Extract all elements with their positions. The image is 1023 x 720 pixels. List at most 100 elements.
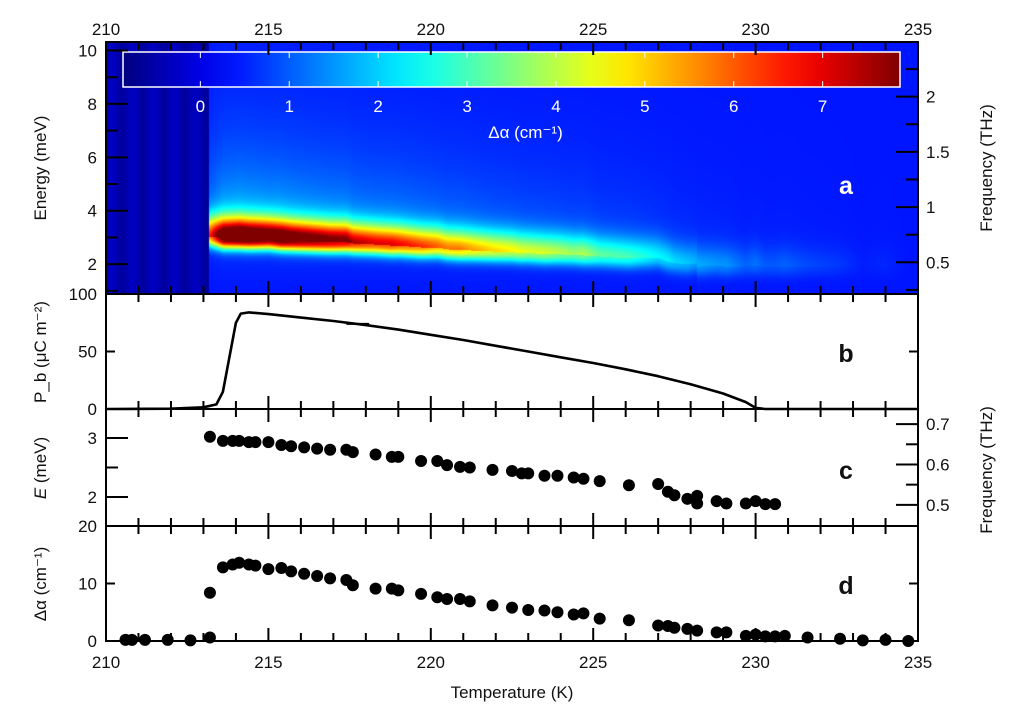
absorption-point [538, 604, 551, 617]
panel-label-b: b [838, 340, 853, 368]
absorption-point [681, 622, 694, 635]
absorption-point [879, 633, 892, 646]
y-tick-label-c: 2 [88, 488, 97, 507]
absorption-point [454, 593, 467, 606]
mode-energy-point [522, 467, 535, 480]
mode-energy-point [622, 479, 635, 492]
absorption-point [710, 626, 723, 639]
y-tick-label-d: 10 [78, 575, 97, 594]
absorption-point [431, 591, 444, 604]
absorption-point [668, 621, 681, 634]
absorption-point [778, 629, 791, 642]
mode-energy-point [769, 498, 782, 511]
absorption-point [441, 593, 454, 606]
top-x-tick-label: 220 [417, 20, 445, 39]
absorption-point [249, 559, 262, 572]
absorption-point [463, 595, 476, 608]
top-x-tick-label: 210 [92, 20, 120, 39]
absorption-point [691, 624, 704, 637]
ylabel-units: (meV) [31, 437, 50, 488]
y-tick-label-b: 50 [78, 343, 97, 362]
absorption-point [749, 628, 762, 641]
absorption-point [203, 631, 216, 644]
absorption-point [125, 633, 138, 646]
right-y-tick-label-a: 1 [926, 198, 935, 217]
absorption-point [801, 631, 814, 644]
mode-energy-point [275, 439, 288, 452]
absorption-point [369, 582, 382, 595]
colorbar-tick-label: 4 [551, 97, 560, 116]
colorbar-tick-label: 6 [729, 97, 738, 116]
top-x-tick-label: 225 [579, 20, 607, 39]
mode-energy-point [249, 436, 262, 449]
colorbar [122, 51, 901, 88]
mode-energy-point [749, 495, 762, 508]
absorption-point [138, 633, 151, 646]
absorption-point [567, 608, 580, 621]
mode-energy-point [720, 497, 733, 510]
colorbar-tick-label: 0 [196, 97, 205, 116]
mode-energy-point [298, 441, 311, 454]
x-tick-label: 215 [254, 653, 282, 672]
absorption-point [652, 619, 665, 632]
mode-energy-point [567, 471, 580, 484]
absorption-point [298, 567, 311, 580]
x-tick-label: 225 [579, 653, 607, 672]
absorption-point [902, 635, 915, 647]
mode-energy-point [668, 489, 681, 502]
y-tick-label-a: 6 [88, 148, 97, 167]
absorption-point [324, 572, 337, 585]
polarization-curve [105, 311, 918, 411]
colorbar-tick-label: 7 [818, 97, 827, 116]
absorption-point [551, 606, 564, 619]
y-tick-label-d: 0 [88, 632, 97, 651]
ylabel-symbol: E [31, 487, 50, 499]
y-tick-label-d: 20 [78, 517, 97, 536]
absorption-point [233, 556, 246, 569]
absorption-point [593, 612, 606, 625]
right-y-axis-label-frequency-c: Frequency (THz) [977, 406, 996, 534]
absorption-point [184, 634, 197, 647]
absorption-point [522, 603, 535, 616]
absorption-point [739, 629, 752, 642]
absorption-point [486, 599, 499, 612]
x-tick-label: 210 [92, 653, 120, 672]
y-tick-label-a: 8 [88, 95, 97, 114]
mode-energy-point [759, 498, 772, 511]
right-y-axis-label-frequency: Frequency (THz) [977, 104, 996, 232]
mode-energy-point [216, 434, 229, 447]
right-y-tick-label-c: 0.6 [926, 455, 950, 474]
top-x-tick-label: 215 [254, 20, 282, 39]
x-axis-label: Temperature (K) [451, 683, 574, 702]
absorption-point [392, 584, 405, 597]
absorption-point [506, 601, 518, 614]
mode-energy-point [233, 434, 246, 447]
absorption-point [311, 570, 324, 583]
panel-b-frame [105, 293, 919, 410]
y-axis-label-polarization: P_b (μC m⁻²) [31, 301, 50, 403]
mode-energy-point [346, 446, 359, 459]
mode-energy-point [203, 430, 216, 443]
mode-energy-point [431, 455, 444, 467]
colorbar-label: Δα (cm⁻¹) [488, 123, 563, 142]
right-y-tick-label-a: 2 [926, 88, 935, 107]
absorption-point [720, 626, 733, 639]
absorption-point [346, 579, 359, 592]
right-y-tick-label-a: 0.5 [926, 253, 950, 272]
mode-energy-point [486, 463, 499, 476]
y-tick-label-c: 3 [88, 429, 97, 448]
mode-energy-point [593, 475, 606, 488]
absorption-point [275, 561, 288, 574]
y-tick-label-a: 4 [88, 202, 97, 221]
mode-energy-point [506, 465, 518, 478]
x-tick-label: 235 [904, 653, 932, 672]
y-axis-label-mode-energy: E (meV) [31, 437, 50, 499]
panel-label-a: a [839, 172, 854, 200]
absorption-point [856, 634, 869, 647]
absorption-point [759, 630, 772, 643]
colorbar-tick-label: 3 [462, 97, 471, 116]
mode-energy-point [324, 443, 337, 456]
absorption-point [216, 561, 229, 574]
